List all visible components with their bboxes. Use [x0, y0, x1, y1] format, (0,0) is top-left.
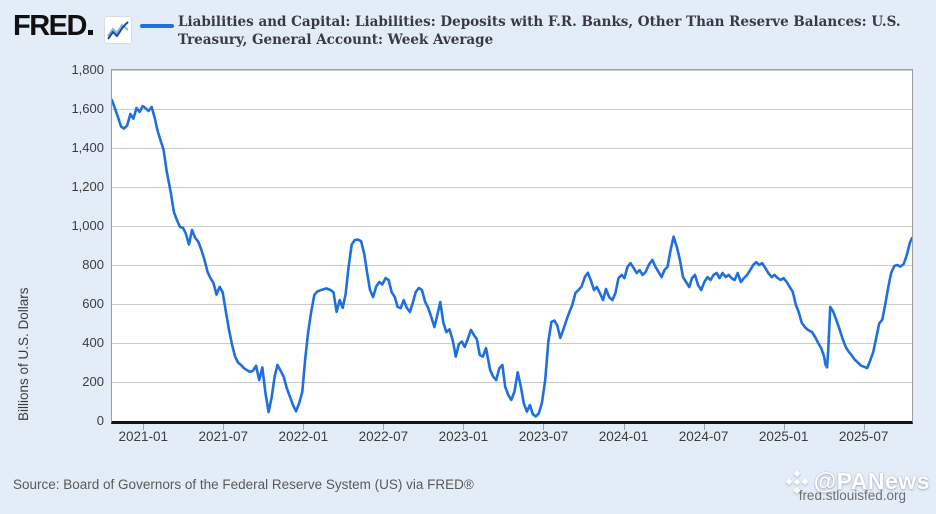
x-tick-mark — [783, 424, 785, 430]
x-tick-label: 2022-07 — [358, 429, 409, 444]
y-tick-label: 600 — [82, 296, 104, 311]
x-tick-label: 2025-01 — [758, 429, 809, 444]
x-tick-mark — [303, 424, 305, 430]
x-tick-label: 2021-07 — [198, 429, 249, 444]
y-tick-label: 400 — [82, 335, 104, 350]
y-tick-label: 200 — [82, 374, 104, 389]
panews-logo-icon — [785, 469, 809, 494]
fred-logo-chart-icon — [104, 16, 132, 44]
y-tick-label: 1,800 — [71, 62, 104, 77]
x-tick-mark — [543, 424, 545, 430]
panews-watermark-text: @PANews — [813, 468, 930, 494]
y-tick-label: 1,000 — [71, 218, 104, 233]
x-tick-label: 2025-07 — [838, 429, 889, 444]
chart-svg — [112, 70, 912, 418]
fred-logo: FRED — [13, 10, 93, 43]
x-tick-label: 2023-01 — [438, 429, 489, 444]
y-tick-label: 0 — [96, 413, 104, 428]
series-line — [112, 98, 912, 418]
source-attribution: Source: Board of Governors of the Federa… — [13, 477, 474, 492]
x-tick-mark — [383, 424, 385, 430]
x-tick-label: 2021-01 — [118, 429, 169, 444]
x-tick-mark — [463, 424, 465, 430]
x-tick-mark — [623, 424, 625, 430]
x-tick-mark — [223, 424, 225, 430]
x-tick-mark — [863, 424, 865, 430]
site-url-link[interactable]: fred.stlouisfed.org — [798, 488, 906, 503]
fred-logo-trademark-dot — [87, 30, 93, 35]
y-axis-title: Billions of U.S. Dollars — [16, 287, 31, 421]
panews-watermark: @PANews — [784, 468, 930, 495]
y-tick-label: 1,200 — [71, 179, 104, 194]
x-tick-label: 2024-01 — [598, 429, 649, 444]
y-tick-label: 800 — [82, 257, 104, 272]
y-tick-label: 1,600 — [71, 101, 104, 116]
x-tick-label: 2022-01 — [278, 429, 329, 444]
x-tick-mark — [703, 424, 705, 430]
x-tick-mark — [143, 424, 145, 430]
plot-area[interactable] — [111, 69, 913, 424]
chart-title: Liabilities and Capital: Liabilities: De… — [178, 14, 901, 48]
fred-logo-text: FRED — [13, 10, 87, 42]
series-legend-line — [140, 24, 174, 28]
x-tick-label: 2023-07 — [518, 429, 569, 444]
x-tick-label: 2024-07 — [678, 429, 729, 444]
y-tick-label: 1,400 — [71, 140, 104, 155]
